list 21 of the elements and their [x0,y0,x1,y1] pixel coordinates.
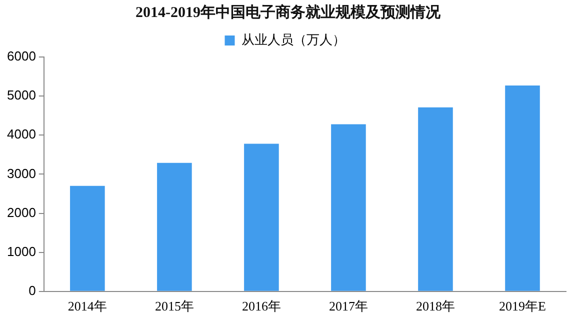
bar [244,144,279,291]
bar [70,186,105,291]
y-tick-label: 2000 [7,204,36,220]
x-tick-label: 2016年 [242,298,281,314]
x-tick-label: 2014年 [68,298,107,314]
x-tick-label: 2019年E [499,298,546,314]
y-tick-label: 5000 [7,88,36,103]
bar [418,107,453,291]
x-tick-label: 2018年 [416,298,455,314]
bar [157,162,192,291]
y-tick-label: 6000 [7,48,36,64]
x-tick-label: 2015年 [154,298,194,314]
bar [505,86,540,291]
y-tick-label: 3000 [7,166,36,181]
legend-label: 从业人员（万人） [241,32,346,48]
y-tick-label: 1000 [7,244,36,259]
bar [331,124,366,291]
x-tick-label: 2017年 [328,298,368,314]
y-tick-label: 4000 [7,126,36,142]
y-tick-label: 0 [28,282,36,298]
chart-title: 2014-2019年中国电子商务就业规模及预测情况 [134,3,442,23]
